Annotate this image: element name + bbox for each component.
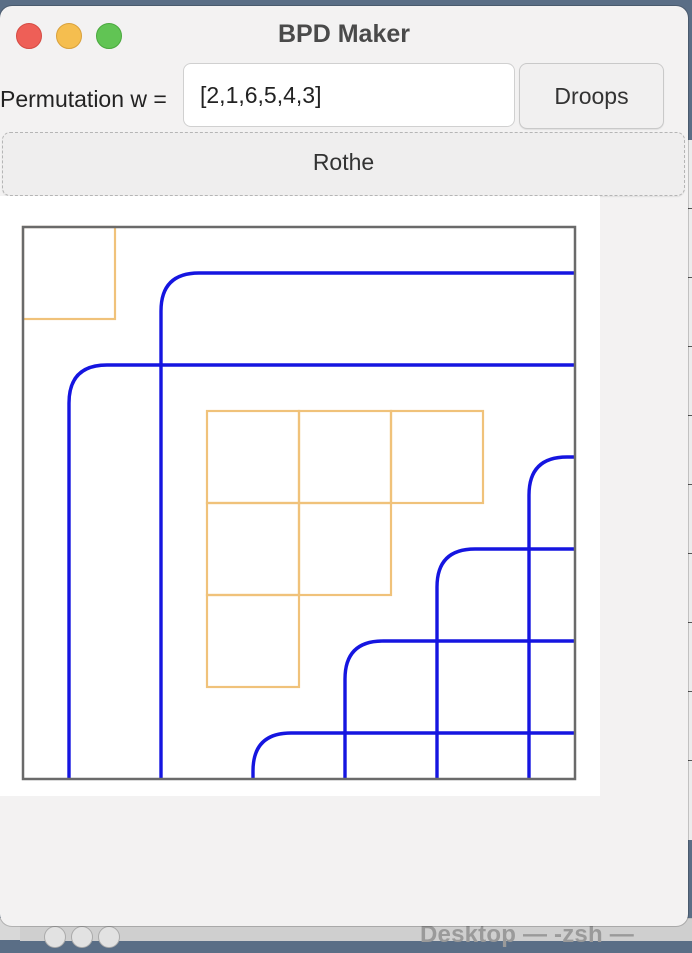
rothe-button[interactable]: Rothe <box>2 132 685 196</box>
grid-frame <box>21 225 577 781</box>
pipe <box>67 363 575 779</box>
rothe-box <box>205 409 301 505</box>
minimize-window-button[interactable] <box>56 23 82 49</box>
close-window-button[interactable] <box>16 23 42 49</box>
rothe-box <box>297 409 393 505</box>
rothe-box <box>205 501 301 597</box>
droops-button[interactable]: Droops <box>519 63 664 129</box>
window-title: BPD Maker <box>278 20 410 48</box>
title-bar[interactable]: BPD Maker <box>0 6 688 60</box>
pipe <box>343 639 575 779</box>
permutation-label: Permutation w = <box>0 86 167 112</box>
maximize-window-button[interactable] <box>96 23 122 49</box>
pipe <box>435 547 575 779</box>
pipe <box>251 731 575 779</box>
rothe-box <box>205 593 301 689</box>
app-window: BPD Maker Permutation w = Droops Rothe <box>0 6 688 926</box>
pipe <box>527 455 575 779</box>
rothe-box <box>389 409 485 505</box>
rothe-box <box>21 225 117 321</box>
pipe <box>159 271 575 779</box>
permutation-input[interactable] <box>183 63 515 127</box>
background-window-edge <box>684 140 692 840</box>
bumpless-pipe-dream-diagram <box>21 225 577 781</box>
rothe-box <box>297 501 393 597</box>
diagram-canvas <box>0 196 600 796</box>
